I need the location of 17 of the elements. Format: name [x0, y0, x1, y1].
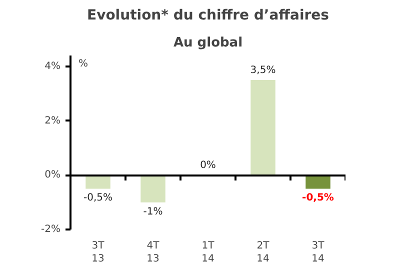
- y-tick-label: 2%: [44, 115, 61, 126]
- x-tick-label: 4T 13: [146, 240, 160, 265]
- data-label: -0,5%: [302, 192, 334, 204]
- chart-subtitle: Au global: [173, 36, 243, 50]
- x-tick-label: 1T 14: [202, 240, 216, 265]
- y-axis-title: %: [78, 58, 88, 70]
- data-label: 3,5%: [250, 64, 276, 76]
- data-label: -1%: [143, 206, 163, 218]
- x-tick-label: 3T 13: [92, 240, 106, 265]
- y-tick-label: 0%: [44, 170, 61, 181]
- y-tick-label: 4%: [44, 60, 61, 72]
- data-label: 0%: [200, 160, 216, 172]
- y-tick-label: -2%: [41, 224, 61, 235]
- x-tick-label: 3T 14: [312, 240, 326, 265]
- chart-title: Evolution* du chiffre d’affaires: [87, 8, 330, 24]
- data-label: -0,5%: [83, 192, 113, 204]
- x-tick-label: 2T 14: [256, 240, 270, 265]
